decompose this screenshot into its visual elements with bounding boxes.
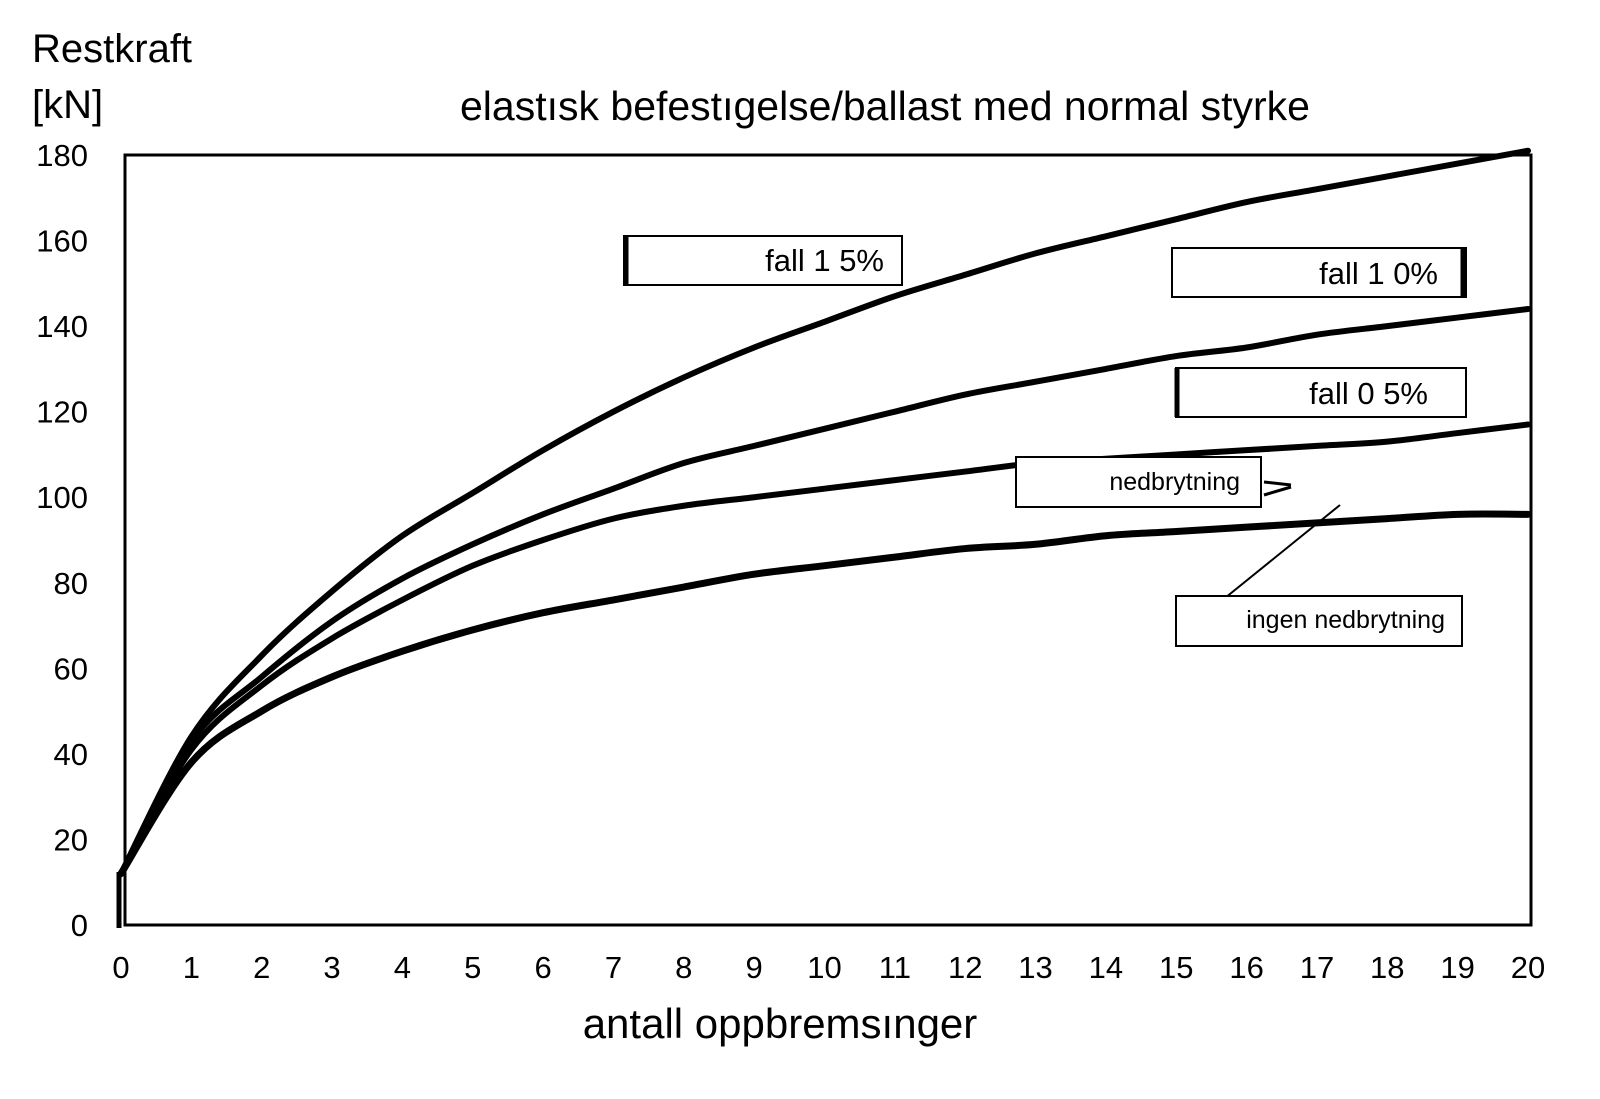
x-tick-label: 10 <box>807 950 841 985</box>
y-tick-label: 140 <box>36 309 88 344</box>
y-tick-label: 160 <box>36 224 88 259</box>
x-tick-label: 3 <box>323 950 340 985</box>
leader-nedbrytning-1 <box>1263 480 1292 487</box>
x-tick-label: 2 <box>253 950 270 985</box>
y-tick-label: 0 <box>71 908 88 943</box>
series-line-1 <box>118 306 1531 877</box>
x-tick-label: 5 <box>464 950 481 985</box>
leader-ingen-nedbrytning <box>1224 504 1341 599</box>
x-tick-label: 9 <box>746 950 763 985</box>
series-lines <box>117 147 1532 878</box>
x-tick-label: 4 <box>394 950 411 985</box>
x-tick-label: 17 <box>1300 950 1334 985</box>
y-axis-unit: [kN] <box>32 83 103 127</box>
y-tick-label: 80 <box>54 566 88 601</box>
label-fall-0-5-text: fall 0 5% <box>1309 376 1428 411</box>
label-fall-0-5: fall 0 5% <box>1174 367 1467 418</box>
x-tick-label: 8 <box>675 950 692 985</box>
y-tick-label: 20 <box>54 822 88 857</box>
x-tick-label: 0 <box>112 950 129 985</box>
y-tick-label: 40 <box>54 737 88 772</box>
y-axis-label: Restkraft <box>32 27 192 71</box>
axis-ticks: 0 1 2 3 4 5 6 7 8 9 10 11 12 13 14 15 16 17 18 19 2002040608… <box>36 138 1545 985</box>
x-tick-label: 7 <box>605 950 622 985</box>
chart-title: elastısk befestıgelse/ballast med normal… <box>460 83 1310 129</box>
label-fall-1-5-text: fall 1 5% <box>765 243 884 278</box>
x-tick-label: 12 <box>948 950 982 985</box>
x-tick-label: 6 <box>534 950 551 985</box>
label-fall-1-5: fall 1 5% <box>623 235 903 286</box>
series-line-2 <box>118 421 1531 877</box>
x-tick-label: 18 <box>1370 950 1404 985</box>
series-line-3 <box>117 510 1532 878</box>
y-tick-label: 120 <box>36 395 88 430</box>
x-tick-label: 1 <box>183 950 200 985</box>
x-tick-label: 19 <box>1440 950 1474 985</box>
series-line-0 <box>118 147 1531 877</box>
x-tick-label: 20 <box>1511 950 1545 985</box>
x-tick-label: 15 <box>1159 950 1193 985</box>
leader-nedbrytning-2 <box>1263 485 1292 497</box>
label-nedbrytning: nedbrytning <box>1015 456 1262 508</box>
x-tick-label: 11 <box>879 950 911 985</box>
label-fall-1-0-text: fall 1 0% <box>1319 256 1438 291</box>
annotation-leaders <box>1224 480 1341 599</box>
x-tick-label: 16 <box>1229 950 1263 985</box>
x-tick-label: 13 <box>1018 950 1052 985</box>
x-tick-label: 14 <box>1089 950 1123 985</box>
label-ingen-nedbrytning: ingen nedbrytning <box>1175 595 1463 647</box>
x-axis-label: antall oppbremsınger <box>583 1000 978 1047</box>
label-nedbrytning-text: nedbrytning <box>1109 468 1240 496</box>
y-tick-label: 100 <box>36 480 88 515</box>
plot-frame <box>123 153 1533 927</box>
label-fall-1-0: fall 1 0% <box>1171 247 1467 298</box>
y-tick-label: 60 <box>54 651 88 686</box>
label-ingen-nedbrytning-text: ingen nedbrytning <box>1246 606 1445 634</box>
y-tick-label: 180 <box>36 138 88 173</box>
